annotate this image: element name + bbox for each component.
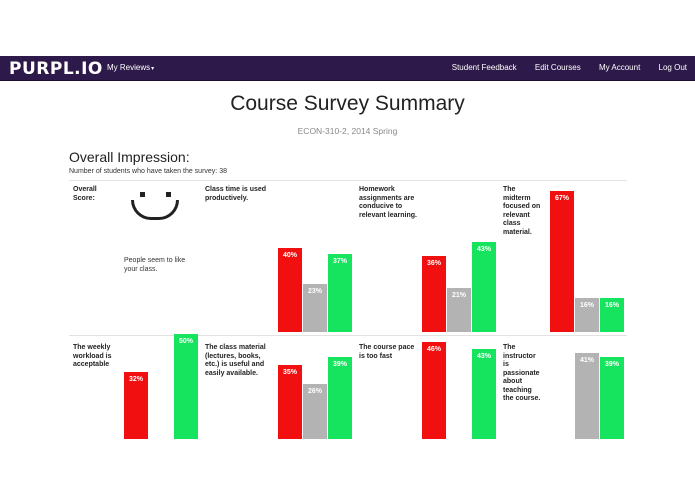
mouth: [131, 200, 179, 220]
bar-value-label: 32%: [128, 376, 143, 383]
my-reviews-label: My Reviews: [107, 63, 151, 72]
bar-neutral: 41%: [575, 353, 599, 439]
bar-value-label: 16%: [604, 302, 619, 309]
question-title: Class time is used productively.: [205, 186, 267, 202]
bar-value-label: 43%: [476, 353, 491, 360]
brand-logo[interactable]: PURPL.IO: [9, 59, 103, 79]
bar-value-label: 16%: [579, 302, 594, 309]
section-heading: Overall Impression:: [69, 149, 190, 165]
bar-negative: 67%: [550, 191, 574, 332]
bar-value-label: 39%: [332, 361, 347, 368]
bar-value-label: 46%: [426, 346, 441, 353]
bar-negative: 32%: [124, 372, 148, 439]
page-title: Course Survey Summary: [230, 92, 465, 115]
bar-value-label: 43%: [476, 246, 491, 253]
nav-link-edit-courses[interactable]: Edit Courses: [534, 63, 581, 72]
bar-neutral: 21%: [447, 288, 471, 332]
bar-value-label: 26%: [307, 388, 322, 395]
bar-value-label: 23%: [307, 288, 322, 295]
bar-negative: 46%: [422, 342, 446, 439]
overall-score-label: Overall Score:: [73, 186, 97, 202]
bar-value-label: 21%: [451, 292, 466, 299]
bar-value-label: 41%: [579, 357, 594, 364]
course-subtitle: ECON-310-2, 2014 Spring: [297, 126, 398, 136]
question-title: The class material (lectures, books, etc…: [205, 344, 266, 377]
bar-value-label: 39%: [604, 361, 619, 368]
bar-neutral: 23%: [303, 284, 327, 332]
nav-link-my-account[interactable]: My Account: [598, 63, 641, 72]
bar-negative: 35%: [278, 365, 302, 439]
bar-negative: 40%: [278, 248, 302, 332]
bar-positive: 37%: [328, 254, 352, 332]
bar-positive: 43%: [472, 349, 496, 439]
bar-neutral: 16%: [575, 298, 599, 332]
bar-value-label: 35%: [282, 369, 297, 376]
chevron-down-icon: ▾: [151, 66, 155, 72]
bar-positive: 43%: [472, 242, 496, 332]
question-title: The midterm focused on relevant class ma…: [503, 186, 541, 236]
my-reviews-dropdown[interactable]: My Reviews▾: [107, 63, 154, 72]
eye: [166, 192, 171, 197]
bar-positive: 39%: [328, 357, 352, 439]
question-title: The weekly workload is acceptable: [73, 344, 112, 368]
question-title: The course pace is too fast: [359, 344, 415, 360]
question-title: Homework assignments are conducive to re…: [359, 186, 417, 219]
bar-neutral: 26%: [303, 384, 327, 439]
bar-value-label: 40%: [282, 252, 297, 259]
nav-link-student-feedback[interactable]: Student Feedback: [451, 63, 517, 72]
bar-positive: 16%: [600, 298, 624, 332]
smiley-face-icon: [128, 188, 184, 228]
bar-value-label: 36%: [426, 260, 441, 267]
bar-positive: 39%: [600, 357, 624, 439]
bar-value-label: 50%: [178, 338, 193, 345]
overall-score-caption: People seem to like your class.: [124, 257, 186, 273]
divider: [69, 335, 627, 336]
top-navbar: PURPL.IO My Reviews▾ Student Feedback Ed…: [0, 56, 695, 81]
bar-value-label: 67%: [554, 195, 569, 202]
bar-negative: 36%: [422, 256, 446, 332]
divider: [69, 180, 627, 181]
bar-positive: 50%: [174, 334, 198, 439]
respondent-count: Number of students who have taken the su…: [69, 168, 227, 175]
nav-links: Student Feedback Edit Courses My Account…: [436, 63, 687, 72]
eye: [140, 192, 145, 197]
question-title: The instructor is passionate about teach…: [503, 344, 541, 402]
nav-link-log-out[interactable]: Log Out: [658, 63, 687, 72]
bar-value-label: 37%: [332, 258, 347, 265]
